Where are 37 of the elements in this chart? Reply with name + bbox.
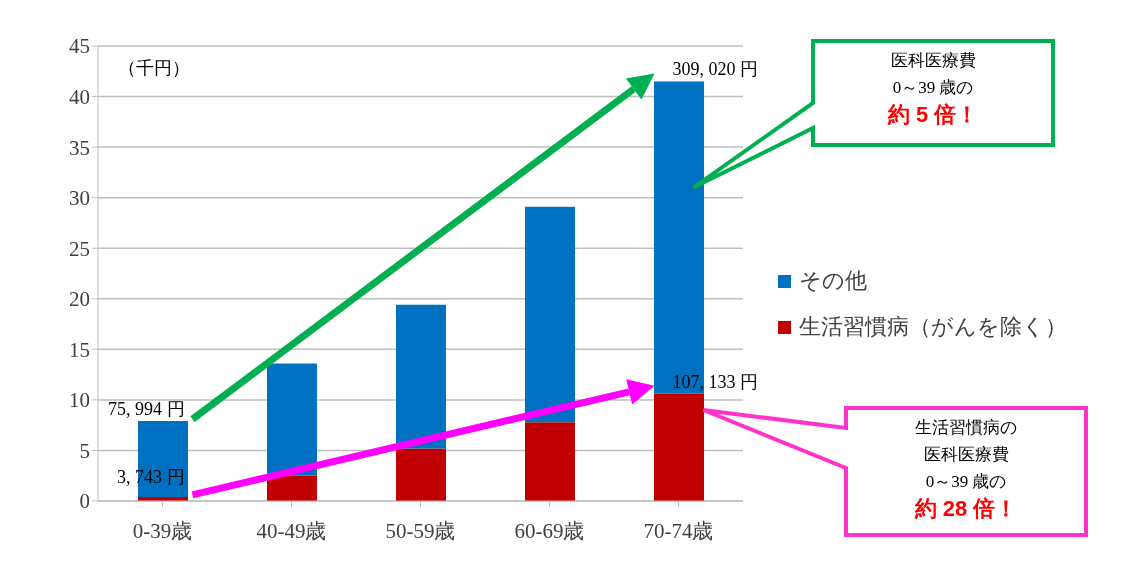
legend-label: 生活習慣病（がんを除く）	[799, 313, 1067, 341]
bar	[525, 422, 575, 501]
bar	[396, 304, 446, 449]
text: 医科医療費	[889, 50, 977, 72]
y-axis-title: （千円）	[118, 58, 190, 78]
text: 約 28 倍！	[913, 495, 1019, 522]
bar	[525, 206, 575, 423]
y-tick-label: 15	[69, 337, 90, 362]
y-tick-label: 10	[69, 388, 90, 413]
x-tick-label: 60-69歳	[514, 518, 585, 543]
legend-label: その他	[799, 267, 867, 295]
annotation: 309, 020 円	[672, 59, 758, 80]
bar	[396, 448, 446, 501]
y-tick-label: 0	[79, 489, 90, 514]
y-tick-label: 45	[69, 34, 90, 59]
x-tick-label: 70-74歳	[643, 518, 714, 543]
annotation: 75, 994 円	[108, 399, 185, 420]
y-tick-label: 5	[79, 438, 90, 463]
bar	[654, 81, 704, 394]
bar	[267, 475, 317, 501]
y-tick-label: 35	[69, 135, 90, 160]
x-tick-label: 0-39歳	[132, 518, 193, 543]
y-tick-label: 40	[69, 85, 90, 110]
y-tick-label: 25	[69, 236, 90, 261]
bar	[138, 421, 188, 497]
y-tick-label: 30	[69, 186, 90, 211]
text: 約 5 倍！	[886, 101, 980, 128]
y-tick-label: 20	[69, 287, 90, 312]
x-tick-label: 50-59歳	[385, 518, 456, 543]
annotation: 107, 133 円	[672, 371, 758, 392]
text: 0～39 歳の	[891, 77, 975, 99]
x-tick-label: 40-49歳	[256, 518, 327, 543]
text: 0～39 歳の	[924, 471, 1008, 493]
text: 生活習慣病の	[914, 417, 1018, 439]
bar	[654, 393, 704, 501]
text: 医科医療費	[922, 444, 1010, 466]
bar	[267, 363, 317, 476]
